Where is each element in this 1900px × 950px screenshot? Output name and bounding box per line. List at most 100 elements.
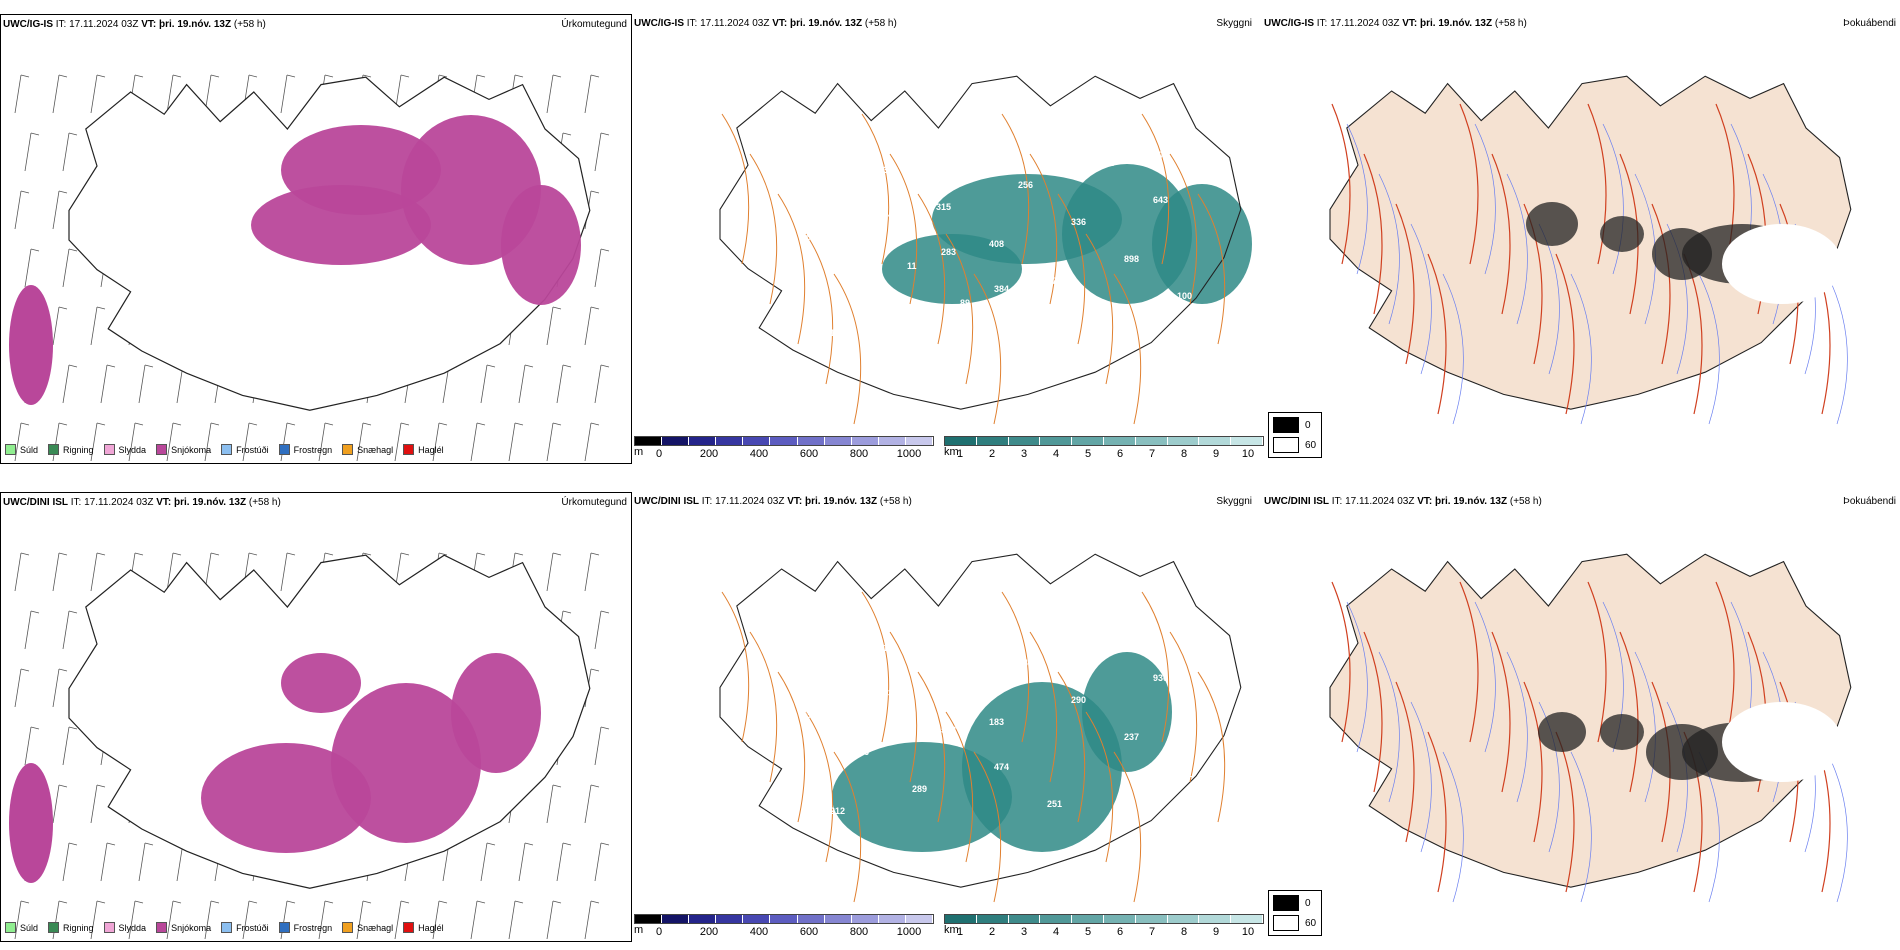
road (945, 711, 974, 863)
visibility-value-label: 146 (1018, 658, 1033, 668)
legend-swatch (156, 444, 168, 455)
panel-title: Þokuábendi (1843, 496, 1896, 507)
visibility-value-label: 336 (1071, 217, 1086, 227)
wind-barb (90, 900, 98, 940)
visibility-value-label: 214 (854, 224, 869, 234)
legend-label: Frostregn (293, 444, 333, 455)
wind-barb (556, 364, 564, 404)
river (1698, 273, 1720, 425)
legend-label: Snæhagl (357, 444, 394, 455)
colorbar-swatch (770, 915, 798, 923)
colorbar-tick: 3 (1020, 448, 1028, 460)
wind-barb (546, 74, 554, 114)
wind-barb (546, 784, 554, 824)
colorbar-tick: 4 (1052, 448, 1060, 460)
road (1459, 581, 1479, 743)
colorbar-swatches (634, 436, 934, 446)
road (1085, 233, 1114, 385)
river (1506, 651, 1528, 803)
fog-legend-item: 60 (1273, 437, 1317, 453)
river (1442, 273, 1464, 425)
road (1363, 153, 1383, 315)
colorbar-ticks: 1 2 3 4 5 6 7 8 9 10 (944, 924, 1264, 938)
road (833, 751, 862, 903)
wind-barb (14, 552, 22, 592)
visibility-value-label: 366 (806, 710, 821, 720)
legend-label: Rigning (63, 444, 94, 455)
visibility-value-label: 270 (835, 173, 850, 183)
road (1555, 253, 1575, 415)
colorbar-swatch (851, 437, 879, 445)
legend-item: Snjókoma (156, 444, 211, 455)
river (1570, 273, 1592, 425)
panel-header: UWC/DINI ISL IT: 17.11.2024 03Z VT: þri.… (634, 496, 912, 507)
road (1113, 751, 1142, 903)
snow-area (501, 185, 581, 305)
road (749, 631, 778, 783)
wind-barb (594, 132, 602, 172)
legend-swatch (156, 922, 168, 933)
panel-header: UWC/IG-IS IT: 17.11.2024 03Z VT: þri. 19… (1264, 18, 1527, 29)
wind-barb (100, 364, 108, 404)
fog-legend-label: 60 (1305, 439, 1317, 451)
river (1378, 651, 1400, 803)
colorbar-tick: 2 (988, 448, 996, 460)
fog-legend-swatch (1273, 417, 1299, 433)
colorbar-swatch (770, 437, 798, 445)
wind-barb (546, 306, 554, 346)
road (861, 591, 890, 743)
colorbar-tick: 1 (956, 448, 964, 460)
precip-panel-top: UWC/IG-IS IT: 17.11.2024 03Z VT: þri. 19… (0, 14, 632, 464)
fog-map (1329, 75, 1852, 425)
wind-barb (166, 74, 174, 114)
visibility-panel-bottom: UWC/DINI ISL IT: 17.11.2024 03Z VT: þri.… (632, 492, 1272, 942)
road (1331, 103, 1351, 265)
snow-area (281, 653, 361, 713)
colorbar-tick: 0 (655, 926, 663, 938)
road (1459, 103, 1479, 265)
colorbar-swatch (905, 437, 934, 445)
visibility-value-label: 898 (1124, 254, 1139, 264)
colorbar-swatch (635, 437, 663, 445)
road (1363, 631, 1383, 793)
iceland-outline (719, 75, 1242, 410)
wind-barb (356, 900, 364, 940)
legend-swatch (5, 444, 16, 455)
visibility-value-label: 256 (1018, 180, 1033, 190)
wind-barb (470, 422, 478, 462)
visibility-value-label: 283 (941, 247, 956, 257)
wind-barb (546, 552, 554, 592)
legend-swatch (48, 444, 60, 455)
road-network (721, 113, 1226, 425)
wind-barb (518, 364, 526, 404)
fog-legend-label: 60 (1305, 917, 1317, 929)
visibility-value-label: 89 (960, 298, 970, 308)
road (1427, 731, 1447, 893)
road (945, 233, 974, 385)
colorbar-swatch (1231, 915, 1263, 923)
legend-item: Slydda (103, 922, 146, 933)
wind-barb (280, 552, 288, 592)
colorbar-tick: 8 (1180, 448, 1188, 460)
colorbar-tick: 6 (1116, 448, 1124, 460)
colorbar-tick: 7 (1148, 926, 1156, 938)
visibility-value-label: 237 (1124, 732, 1139, 742)
legend-item: Rigning (48, 922, 94, 933)
snow-area (331, 683, 481, 843)
wind-barb (62, 132, 70, 172)
wind-barb (52, 668, 60, 708)
wind-barb (166, 552, 174, 592)
colorbar-swatch (1199, 437, 1232, 445)
wind-barb (546, 422, 554, 462)
visibility-value-label: 408 (989, 239, 1004, 249)
road (973, 751, 1002, 903)
visibility-value-label: 474 (994, 762, 1009, 772)
visibility-map: 160 769 397 503 474 251 275 936 366 36 289 45 146 290… (719, 553, 1242, 903)
colorbar-swatch (689, 437, 717, 445)
colorbar-tick: 8 (1180, 926, 1188, 938)
wind-barb (204, 900, 212, 940)
wind-barb (480, 364, 488, 404)
colorbar-tick: 400 (749, 448, 769, 460)
fog-area (1600, 714, 1644, 750)
road (973, 273, 1002, 425)
